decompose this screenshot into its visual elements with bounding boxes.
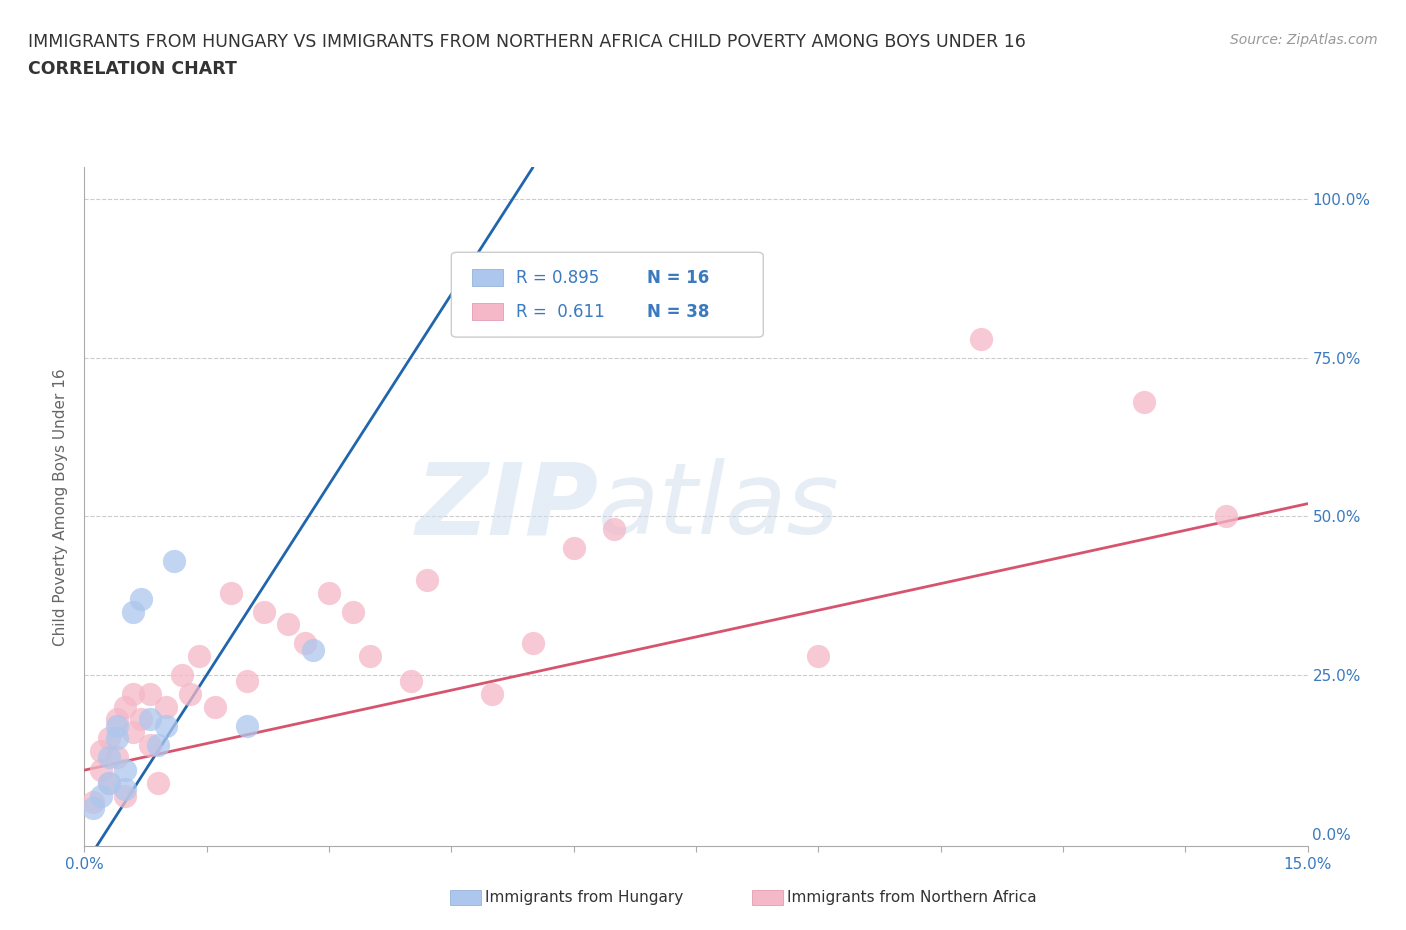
Text: Source: ZipAtlas.com: Source: ZipAtlas.com [1230, 33, 1378, 46]
Text: R = 0.895: R = 0.895 [516, 269, 599, 286]
Text: Immigrants from Hungary: Immigrants from Hungary [485, 890, 683, 905]
Point [204, 699, 226, 714]
Point [138, 686, 160, 701]
Point [416, 572, 439, 587]
Point [301, 643, 323, 658]
Point [90, 788, 112, 803]
Point [90, 763, 112, 777]
Point [236, 718, 259, 733]
Point [114, 782, 136, 797]
Point [970, 331, 993, 346]
Text: N = 16: N = 16 [647, 269, 709, 286]
Point [138, 712, 160, 727]
FancyBboxPatch shape [472, 269, 503, 286]
Point [138, 737, 160, 752]
Point [105, 750, 128, 764]
Point [105, 718, 128, 733]
Point [236, 674, 259, 689]
Point [1215, 509, 1237, 524]
Point [179, 686, 201, 701]
Point [807, 648, 830, 663]
FancyBboxPatch shape [451, 252, 763, 338]
Point [90, 744, 112, 759]
Point [114, 699, 136, 714]
Point [294, 636, 316, 651]
Text: IMMIGRANTS FROM HUNGARY VS IMMIGRANTS FROM NORTHERN AFRICA CHILD POVERTY AMONG B: IMMIGRANTS FROM HUNGARY VS IMMIGRANTS FR… [28, 33, 1026, 50]
Point [97, 776, 120, 790]
Point [131, 591, 153, 606]
Point [122, 604, 145, 619]
Point [97, 731, 120, 746]
Point [277, 617, 299, 631]
Point [114, 788, 136, 803]
Text: N = 38: N = 38 [647, 303, 710, 321]
Point [1133, 394, 1156, 409]
Point [122, 686, 145, 701]
Point [146, 776, 169, 790]
Text: CORRELATION CHART: CORRELATION CHART [28, 60, 238, 78]
Point [359, 648, 381, 663]
Point [562, 540, 585, 555]
Point [105, 731, 128, 746]
Point [342, 604, 364, 619]
Point [97, 776, 120, 790]
Point [97, 750, 120, 764]
Point [603, 522, 626, 537]
Point [219, 585, 242, 600]
Point [172, 668, 194, 683]
Point [163, 553, 186, 568]
Point [146, 737, 169, 752]
Point [82, 794, 104, 809]
Point [131, 712, 153, 727]
Point [253, 604, 276, 619]
Text: Immigrants from Northern Africa: Immigrants from Northern Africa [787, 890, 1038, 905]
FancyBboxPatch shape [472, 303, 503, 320]
Text: atlas: atlas [598, 458, 839, 555]
Point [399, 674, 422, 689]
Point [522, 636, 544, 651]
Text: R =  0.611: R = 0.611 [516, 303, 605, 321]
Y-axis label: Child Poverty Among Boys Under 16: Child Poverty Among Boys Under 16 [53, 368, 69, 645]
Point [114, 763, 136, 777]
Point [187, 648, 209, 663]
Point [155, 699, 177, 714]
Point [155, 718, 177, 733]
Point [318, 585, 340, 600]
Point [122, 724, 145, 739]
Point [105, 712, 128, 727]
Point [481, 686, 503, 701]
Point [82, 801, 104, 816]
Text: ZIP: ZIP [415, 458, 598, 555]
